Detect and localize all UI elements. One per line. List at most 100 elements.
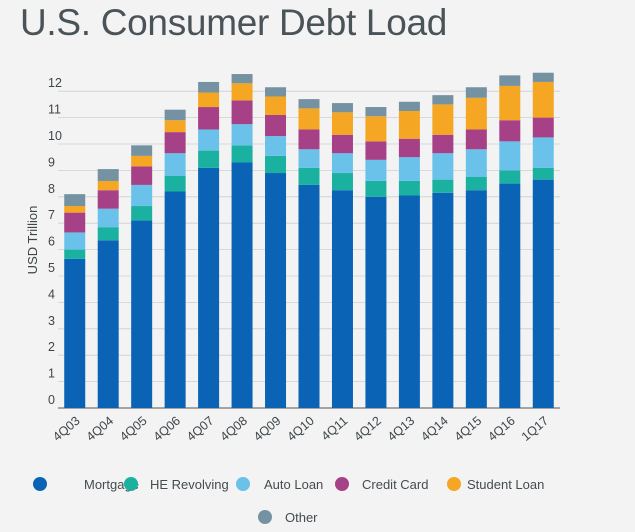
bar-segment [465,149,487,177]
bar-segment [532,81,554,118]
bar-segment [131,206,153,221]
bar-segment [265,87,287,97]
legend-label: Credit Card [362,477,428,492]
x-tick-label: 1Q17 [519,414,551,444]
bar-segment [398,138,420,158]
bar-segment [532,179,554,408]
legend-swatch [335,477,349,491]
x-tick-label: 4Q12 [351,414,383,444]
y-axis-title: USD Trillion [25,206,40,275]
bar-segment [365,159,387,181]
bar-segment [499,85,521,121]
bars [64,72,554,408]
bar-segment [64,249,86,259]
bar-segment [265,114,287,137]
x-tick-label: 4Q16 [485,414,517,444]
y-tick-label: 4 [48,287,55,301]
y-tick-label: 5 [48,261,55,275]
bar-segment [131,155,153,167]
x-tick-label: 4Q15 [452,414,484,444]
bar-segment [365,196,387,408]
bar-segment [365,116,387,142]
bar-segment [97,208,119,228]
bar-segment [432,95,454,105]
bar-segment [331,112,353,135]
bar-segment [298,99,320,109]
y-tick-label: 1 [48,367,55,381]
bar-segment [97,227,119,241]
bar-segment [365,180,387,197]
bar-segment [398,157,420,181]
x-tick-label: 4Q14 [418,414,450,444]
bar-segment [365,107,387,117]
bar-segment [398,111,420,139]
x-tick-label: 4Q11 [319,414,351,444]
y-tick-label: 12 [48,76,62,90]
bar-segment [432,104,454,135]
bar-segment [331,173,353,191]
legend-label: Auto Loan [264,477,323,492]
bar-segment [97,190,119,209]
legend-swatch [124,477,138,491]
y-tick-label: 9 [48,155,55,169]
bar-segment [265,173,287,408]
bar-segment [532,72,554,82]
bar-segment [465,177,487,191]
x-tick-label: 4Q09 [251,414,283,444]
bar-segment [164,191,186,408]
legend-swatch [236,477,250,491]
bar-segment [465,129,487,150]
y-tick-label: 10 [48,129,62,143]
bar-segment [465,190,487,408]
bar-segment [198,167,220,408]
bar-segment [398,180,420,196]
bar-segment [532,167,554,180]
legend-swatch [33,477,47,491]
legend-label: Other [285,510,318,525]
legend-label: Student Loan [467,477,544,492]
bar-segment [331,103,353,113]
x-tick-label: 4Q04 [84,414,116,444]
bar-segment [164,132,186,154]
bar-segment [265,96,287,115]
bar-segment [231,124,253,146]
bar-segment [499,120,521,142]
bar-segment [198,150,220,168]
legend-label: HE Revolving [150,477,229,492]
x-tick-label: 4Q10 [284,414,316,444]
bar-segment [532,137,554,168]
bar-segment [198,92,220,108]
bar-segment [164,120,186,133]
bar-segment [432,179,454,193]
bar-segment [231,162,253,408]
bar-segment [231,100,253,125]
x-tick-label: 4Q07 [184,414,216,444]
legend-swatch [258,510,272,524]
legend-swatch [447,477,461,491]
x-tick-label: 4Q08 [218,414,250,444]
bar-segment [64,194,86,207]
bar-segment [465,97,487,130]
x-tick-label: 4Q06 [151,414,183,444]
bar-segment [298,129,320,150]
bar-segment [331,153,353,174]
bar-segment [97,169,119,181]
bar-segment [131,145,153,156]
bar-segment [298,108,320,130]
bar-segment [532,117,554,138]
chart-title: U.S. Consumer Debt Load [20,2,448,43]
bar-segment [499,141,521,171]
bar-segment [265,155,287,174]
y-tick-label: 6 [48,235,55,249]
x-tick-label: 4Q03 [50,414,82,444]
bar-segment [398,195,420,408]
bar-segment [432,153,454,180]
y-tick-label: 7 [48,208,55,222]
bar-segment [64,206,86,213]
bar-segment [365,141,387,160]
bar-segment [198,129,220,151]
bar-segment [298,167,320,185]
bar-segment [198,81,220,93]
